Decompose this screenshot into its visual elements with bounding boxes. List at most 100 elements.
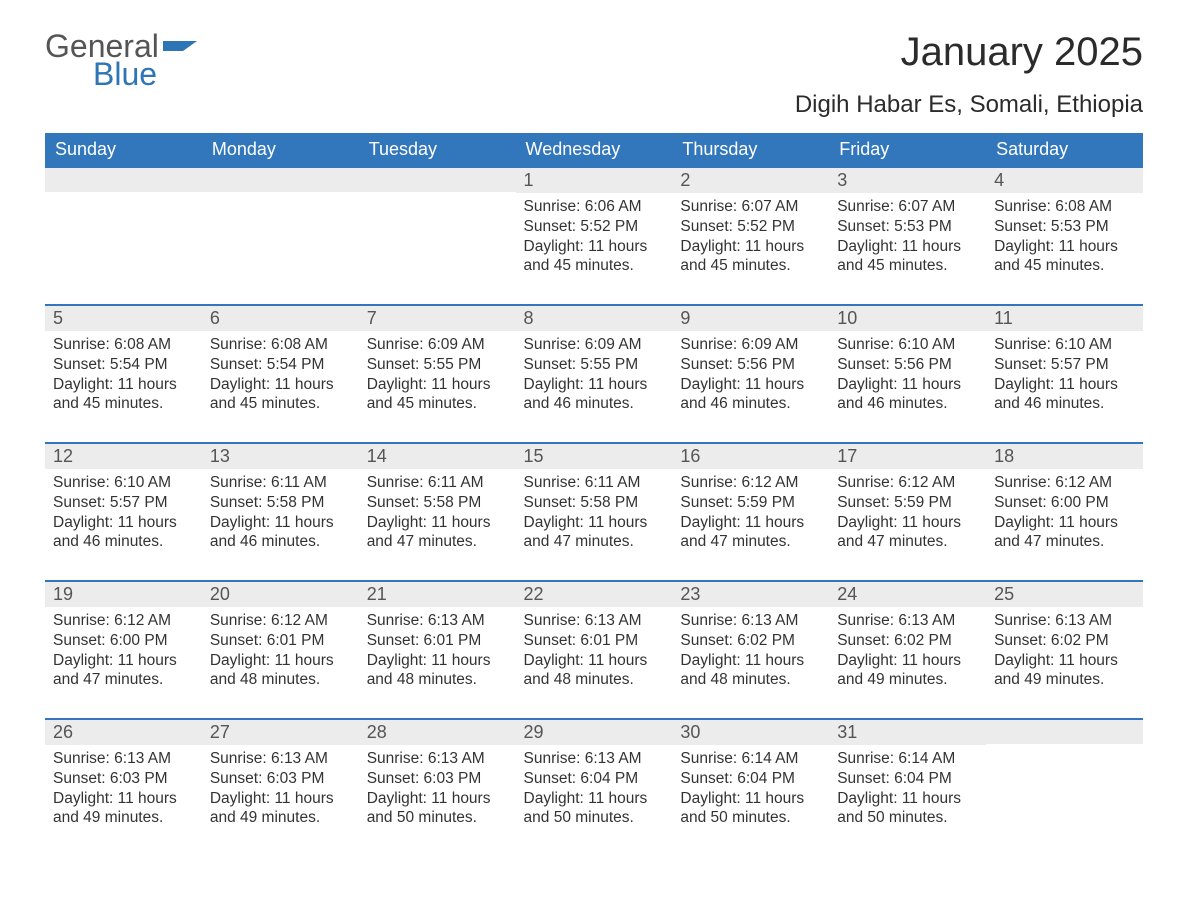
daylight-line: Daylight: 11 hours and 47 minutes.	[680, 513, 821, 553]
daylight-line: Daylight: 11 hours and 45 minutes.	[367, 375, 508, 415]
daylight-line: Daylight: 11 hours and 45 minutes.	[210, 375, 351, 415]
logo-text-block: General Blue	[45, 30, 197, 90]
calendar-day-cell: 10Sunrise: 6:10 AMSunset: 5:56 PMDayligh…	[829, 304, 986, 442]
day-details: Sunrise: 6:14 AMSunset: 6:04 PMDaylight:…	[829, 745, 986, 836]
daylight-line: Daylight: 11 hours and 50 minutes.	[367, 789, 508, 829]
day-details: Sunrise: 6:09 AMSunset: 5:55 PMDaylight:…	[359, 331, 516, 422]
daylight-line: Daylight: 11 hours and 47 minutes.	[367, 513, 508, 553]
daylight-line: Daylight: 11 hours and 49 minutes.	[210, 789, 351, 829]
sunrise-line: Sunrise: 6:13 AM	[680, 611, 821, 631]
sunset-line: Sunset: 6:03 PM	[210, 769, 351, 789]
day-details: Sunrise: 6:13 AMSunset: 6:02 PMDaylight:…	[829, 607, 986, 698]
daylight-line: Daylight: 11 hours and 50 minutes.	[837, 789, 978, 829]
day-number: 3	[829, 166, 986, 193]
header: General Blue January 2025 Digih Habar Es…	[45, 30, 1143, 127]
day-details: Sunrise: 6:13 AMSunset: 6:01 PMDaylight:…	[359, 607, 516, 698]
sunset-line: Sunset: 5:54 PM	[210, 355, 351, 375]
sunset-line: Sunset: 5:56 PM	[680, 355, 821, 375]
sunrise-line: Sunrise: 6:13 AM	[837, 611, 978, 631]
sunset-line: Sunset: 5:53 PM	[994, 217, 1135, 237]
sunrise-line: Sunrise: 6:12 AM	[680, 473, 821, 493]
sunset-line: Sunset: 5:59 PM	[680, 493, 821, 513]
sunrise-line: Sunrise: 6:13 AM	[210, 749, 351, 769]
calendar-day-cell: 26Sunrise: 6:13 AMSunset: 6:03 PMDayligh…	[45, 718, 202, 856]
sunset-line: Sunset: 6:02 PM	[837, 631, 978, 651]
day-details: Sunrise: 6:11 AMSunset: 5:58 PMDaylight:…	[516, 469, 673, 560]
day-details: Sunrise: 6:10 AMSunset: 5:57 PMDaylight:…	[986, 331, 1143, 422]
sunrise-line: Sunrise: 6:08 AM	[53, 335, 194, 355]
day-details: Sunrise: 6:06 AMSunset: 5:52 PMDaylight:…	[516, 193, 673, 284]
day-number: 9	[672, 304, 829, 331]
daylight-line: Daylight: 11 hours and 46 minutes.	[837, 375, 978, 415]
sunset-line: Sunset: 5:54 PM	[53, 355, 194, 375]
sunset-line: Sunset: 6:01 PM	[524, 631, 665, 651]
daylight-line: Daylight: 11 hours and 46 minutes.	[680, 375, 821, 415]
calendar-week-row: 19Sunrise: 6:12 AMSunset: 6:00 PMDayligh…	[45, 580, 1143, 718]
sunset-line: Sunset: 6:01 PM	[210, 631, 351, 651]
calendar-day-cell: 17Sunrise: 6:12 AMSunset: 5:59 PMDayligh…	[829, 442, 986, 580]
calendar-day-cell: 30Sunrise: 6:14 AMSunset: 6:04 PMDayligh…	[672, 718, 829, 856]
daylight-line: Daylight: 11 hours and 48 minutes.	[680, 651, 821, 691]
day-number-blank	[202, 166, 359, 192]
sunrise-line: Sunrise: 6:06 AM	[524, 197, 665, 217]
day-number: 22	[516, 580, 673, 607]
calendar-week-row: 12Sunrise: 6:10 AMSunset: 5:57 PMDayligh…	[45, 442, 1143, 580]
sunset-line: Sunset: 5:58 PM	[524, 493, 665, 513]
sunrise-line: Sunrise: 6:12 AM	[210, 611, 351, 631]
sunset-line: Sunset: 6:03 PM	[53, 769, 194, 789]
sunrise-line: Sunrise: 6:13 AM	[994, 611, 1135, 631]
sunrise-line: Sunrise: 6:12 AM	[53, 611, 194, 631]
calendar-body: 1Sunrise: 6:06 AMSunset: 5:52 PMDaylight…	[45, 166, 1143, 856]
daylight-line: Daylight: 11 hours and 49 minutes.	[994, 651, 1135, 691]
sunrise-line: Sunrise: 6:13 AM	[367, 611, 508, 631]
sunset-line: Sunset: 5:58 PM	[367, 493, 508, 513]
sunset-line: Sunset: 5:52 PM	[524, 217, 665, 237]
day-number: 28	[359, 718, 516, 745]
day-details: Sunrise: 6:13 AMSunset: 6:03 PMDaylight:…	[202, 745, 359, 836]
month-title: January 2025	[795, 30, 1143, 75]
calendar-day-cell: 15Sunrise: 6:11 AMSunset: 5:58 PMDayligh…	[516, 442, 673, 580]
calendar-day-cell	[202, 166, 359, 304]
day-number: 30	[672, 718, 829, 745]
calendar-day-cell: 14Sunrise: 6:11 AMSunset: 5:58 PMDayligh…	[359, 442, 516, 580]
day-details: Sunrise: 6:09 AMSunset: 5:56 PMDaylight:…	[672, 331, 829, 422]
daylight-line: Daylight: 11 hours and 46 minutes.	[53, 513, 194, 553]
calendar-day-cell: 13Sunrise: 6:11 AMSunset: 5:58 PMDayligh…	[202, 442, 359, 580]
sunset-line: Sunset: 6:04 PM	[680, 769, 821, 789]
day-details: Sunrise: 6:10 AMSunset: 5:56 PMDaylight:…	[829, 331, 986, 422]
day-details: Sunrise: 6:09 AMSunset: 5:55 PMDaylight:…	[516, 331, 673, 422]
sunset-line: Sunset: 5:58 PM	[210, 493, 351, 513]
day-number: 26	[45, 718, 202, 745]
sunrise-line: Sunrise: 6:10 AM	[994, 335, 1135, 355]
sunset-line: Sunset: 6:02 PM	[680, 631, 821, 651]
sunset-line: Sunset: 5:57 PM	[994, 355, 1135, 375]
sunset-line: Sunset: 5:57 PM	[53, 493, 194, 513]
day-number: 18	[986, 442, 1143, 469]
sunrise-line: Sunrise: 6:11 AM	[210, 473, 351, 493]
day-details: Sunrise: 6:13 AMSunset: 6:03 PMDaylight:…	[359, 745, 516, 836]
weekday-header: Wednesday	[516, 133, 673, 166]
weekday-header: Friday	[829, 133, 986, 166]
calendar-table: SundayMondayTuesdayWednesdayThursdayFrid…	[45, 133, 1143, 856]
location-text: Digih Habar Es, Somali, Ethiopia	[795, 91, 1143, 119]
day-number: 24	[829, 580, 986, 607]
daylight-line: Daylight: 11 hours and 47 minutes.	[53, 651, 194, 691]
weekday-header: Thursday	[672, 133, 829, 166]
day-details: Sunrise: 6:13 AMSunset: 6:02 PMDaylight:…	[672, 607, 829, 698]
calendar-day-cell: 16Sunrise: 6:12 AMSunset: 5:59 PMDayligh…	[672, 442, 829, 580]
day-number: 25	[986, 580, 1143, 607]
calendar-day-cell: 2Sunrise: 6:07 AMSunset: 5:52 PMDaylight…	[672, 166, 829, 304]
weekday-header: Monday	[202, 133, 359, 166]
sunset-line: Sunset: 5:52 PM	[680, 217, 821, 237]
calendar-day-cell: 19Sunrise: 6:12 AMSunset: 6:00 PMDayligh…	[45, 580, 202, 718]
daylight-line: Daylight: 11 hours and 50 minutes.	[524, 789, 665, 829]
calendar-day-cell: 4Sunrise: 6:08 AMSunset: 5:53 PMDaylight…	[986, 166, 1143, 304]
day-details: Sunrise: 6:11 AMSunset: 5:58 PMDaylight:…	[359, 469, 516, 560]
calendar-day-cell: 12Sunrise: 6:10 AMSunset: 5:57 PMDayligh…	[45, 442, 202, 580]
sunrise-line: Sunrise: 6:07 AM	[837, 197, 978, 217]
daylight-line: Daylight: 11 hours and 49 minutes.	[837, 651, 978, 691]
day-details: Sunrise: 6:10 AMSunset: 5:57 PMDaylight:…	[45, 469, 202, 560]
sunrise-line: Sunrise: 6:13 AM	[524, 749, 665, 769]
day-number: 13	[202, 442, 359, 469]
sunset-line: Sunset: 5:56 PM	[837, 355, 978, 375]
